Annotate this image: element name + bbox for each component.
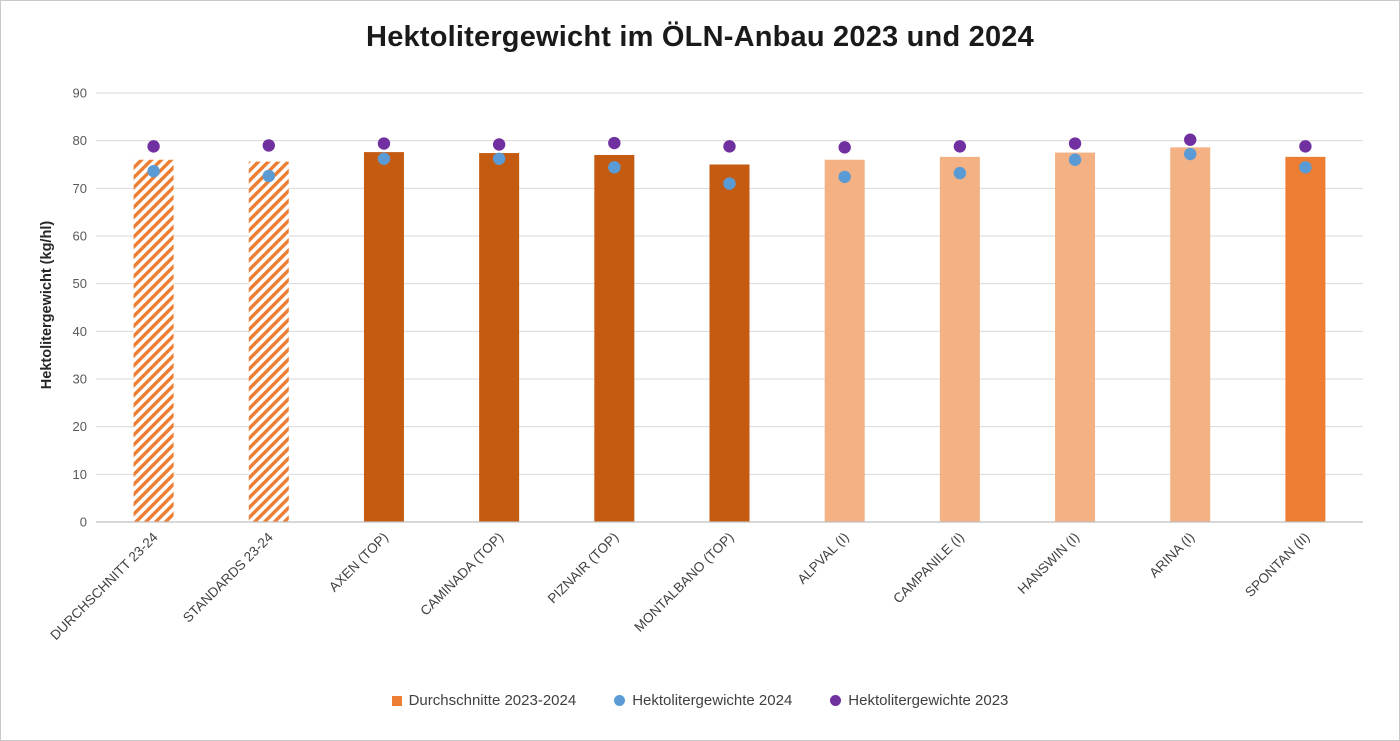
- bar: [594, 154, 635, 522]
- bar: [1285, 156, 1326, 522]
- dot-2024: [723, 177, 736, 190]
- dot-2024: [1068, 153, 1082, 166]
- dot-2023: [262, 139, 275, 152]
- x-axis-label: DURCHSCHNITT 23-24: [47, 529, 161, 643]
- x-axis-label: STANDARDS 23-24: [180, 529, 276, 625]
- legend-marker-circle-icon: [830, 695, 842, 706]
- dot-2024: [492, 152, 506, 165]
- chart-legend: Durchschnitte 2023-2024 Hektolitergewicht…: [1, 692, 1399, 709]
- legend-marker-square-icon: [391, 695, 402, 706]
- x-axis-label: HANSWIN (I): [1015, 530, 1082, 597]
- legend-item: Hektolitergewichte 2024: [614, 692, 792, 709]
- y-tick-label: 0: [80, 515, 87, 530]
- y-tick-label: 40: [73, 324, 87, 339]
- y-tick-label: 30: [73, 372, 87, 387]
- dot-2023: [1184, 133, 1197, 146]
- dot-2023: [608, 136, 621, 150]
- legend-item: Hektolitergewichte 2023: [830, 692, 1008, 709]
- dot-2024: [1299, 161, 1312, 174]
- dot-2023: [1068, 137, 1082, 150]
- bar: [1170, 147, 1211, 522]
- chart-title: Hektolitergewicht im ÖLN-Anbau 2023 und …: [366, 21, 1034, 53]
- bar: [709, 164, 750, 522]
- x-axis-label: SPONTAN (II): [1242, 530, 1312, 600]
- bar: [479, 153, 520, 522]
- dot-2024: [262, 169, 275, 183]
- x-axis-label: ARINA (I): [1146, 530, 1197, 581]
- bar: [133, 159, 174, 522]
- dot-2023: [1299, 140, 1312, 153]
- x-axis-label: CAMINADA (TOP): [417, 530, 506, 619]
- dot-2023: [953, 140, 967, 153]
- bar: [1055, 152, 1096, 523]
- dot-2024: [377, 152, 391, 165]
- dot-2024: [1184, 147, 1197, 161]
- y-tick-label: 90: [73, 86, 87, 101]
- y-tick-label: 80: [73, 133, 87, 148]
- dot-2023: [377, 137, 391, 150]
- dot-2023: [723, 140, 736, 153]
- legend-label: Durchschnitte 2023-2024: [408, 692, 577, 709]
- x-axis-label: AXEN (TOP): [326, 530, 391, 595]
- x-axis-label: CAMPANILE (I): [890, 530, 967, 607]
- bar: [363, 152, 404, 522]
- dot-2024: [953, 166, 967, 180]
- y-tick-label: 70: [73, 181, 87, 196]
- dot-2024: [608, 161, 621, 174]
- x-axis-label: PIZNAIR (TOP): [545, 530, 622, 607]
- bar: [939, 156, 980, 522]
- dot-2024: [147, 164, 160, 178]
- dot-2023: [147, 140, 160, 153]
- y-tick-label: 10: [73, 467, 87, 482]
- legend-marker-circle-icon: [614, 695, 626, 706]
- y-tick-label: 60: [73, 229, 87, 244]
- y-tick-label: 50: [73, 276, 87, 291]
- legend-item: Durchschnitte 2023-2024: [391, 692, 577, 709]
- dot-2023: [492, 138, 506, 151]
- y-tick-label: 20: [73, 419, 87, 434]
- legend-label: Hektolitergewichte 2024: [632, 692, 793, 709]
- bar: [824, 159, 865, 522]
- dot-2024: [838, 170, 851, 184]
- dot-2023: [838, 141, 851, 154]
- x-axis-label: MONTALBANO (TOP): [631, 530, 736, 635]
- x-axis-label: ALPVAL (I): [795, 530, 852, 587]
- bar: [248, 161, 289, 522]
- legend-label: Hektolitergewichte 2023: [848, 692, 1009, 709]
